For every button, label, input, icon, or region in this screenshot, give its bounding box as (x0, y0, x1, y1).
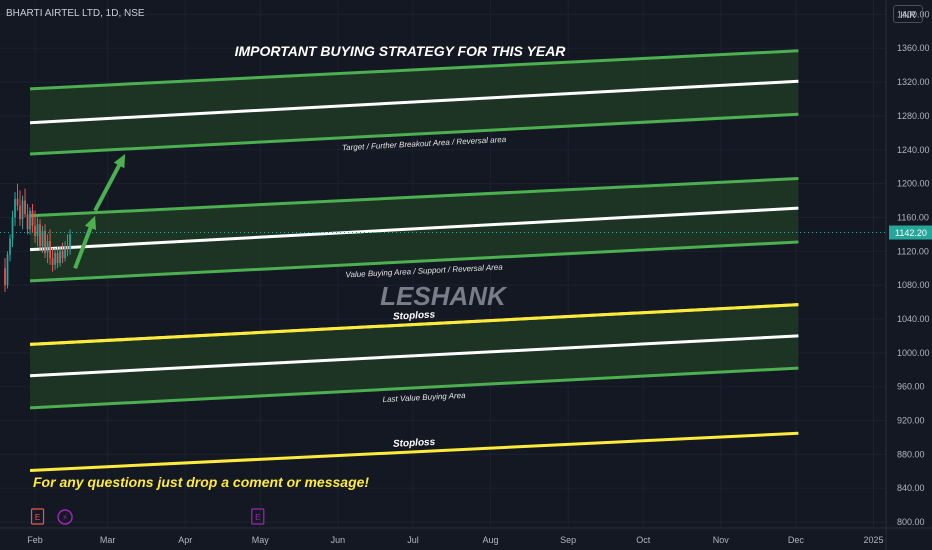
candle-body (36, 224, 39, 237)
candle-body (9, 238, 11, 255)
earnings-icon-label: E (35, 513, 40, 522)
x-tick-label: Dec (788, 535, 805, 545)
y-tick-label: 960.00 (897, 382, 925, 392)
earnings-icon (30, 508, 45, 525)
annotations: Target / Further Breakout Area / Reversa… (30, 43, 567, 525)
y-tick-label: 800.00 (897, 517, 925, 527)
y-tick-label: 840.00 (897, 483, 925, 493)
arrow-head (84, 215, 97, 231)
candle-body (39, 224, 41, 247)
band-mid-line (29, 206, 799, 252)
candlesticks (4, 183, 71, 292)
candle-body (69, 234, 71, 250)
candle-body (51, 258, 54, 265)
x-tick-label: Apr (178, 535, 192, 545)
current-price-label: 1142.20 (895, 228, 927, 238)
watermark: LESHANK (380, 281, 508, 311)
y-tick-label: 1240.00 (897, 145, 930, 155)
candle-body (29, 210, 31, 230)
candle-body (16, 198, 19, 206)
footer-note: For any questions just drop a coment or … (33, 474, 369, 490)
candle-body (61, 251, 64, 259)
candle-body (26, 214, 29, 230)
y-tick-label: 920.00 (897, 416, 925, 426)
arrow-head (113, 154, 126, 169)
symbol-title[interactable]: BHARTI AIRTEL LTD, 1D, NSE (6, 8, 145, 19)
x-tick-label: Feb (27, 535, 43, 545)
candle-body (14, 198, 16, 218)
dividend-icon (57, 509, 73, 525)
candle-body (49, 241, 51, 259)
candle-body (59, 251, 61, 264)
candle-body (19, 205, 21, 220)
y-tick-label: 1120.00 (897, 246, 929, 256)
y-tick-label: 1200.00 (897, 179, 930, 189)
current-price-tag (889, 225, 932, 240)
arrow-shaft (93, 158, 125, 212)
x-tick-label: Sep (560, 535, 576, 545)
y-tick-label: 1320.00 (897, 77, 930, 87)
band-mid-line (29, 79, 799, 125)
candle-body (11, 217, 14, 239)
candle-body (31, 210, 34, 226)
stoploss-label: Stoploss (393, 437, 436, 450)
stoploss-line (29, 303, 799, 346)
x-tick-label: Nov (713, 535, 730, 545)
dividend-icon-glyph: ⚡ (62, 514, 68, 524)
zone-bands (29, 49, 799, 472)
candle-body (34, 225, 36, 237)
x-tick-label: Aug (483, 535, 499, 545)
x-tick-label: Jul (407, 535, 419, 545)
candle-body (24, 200, 26, 215)
candle-body (46, 241, 49, 253)
candle-body (21, 200, 24, 220)
y-tick-label: 1280.00 (897, 111, 930, 121)
band-top-line (29, 177, 799, 218)
x-tick-label: Oct (636, 535, 651, 545)
y-tick-label: 1080.00 (897, 280, 930, 290)
candle-body (44, 231, 46, 253)
candle-body (66, 246, 69, 250)
x-tick-label: Jun (331, 535, 346, 545)
stoploss-label: Stoploss (393, 309, 436, 322)
candle-body (41, 231, 44, 247)
band-top-line (29, 49, 799, 91)
y-tick-label: 1360.00 (897, 43, 930, 53)
candle-body (6, 254, 9, 286)
band-bottom-line (29, 112, 799, 156)
candle-body (64, 246, 66, 259)
band-bottom-line (29, 240, 799, 283)
trend-arrows (73, 154, 126, 269)
candle-body (56, 253, 59, 264)
currency-button[interactable]: INR (893, 5, 923, 23)
x-tick-label: Mar (100, 535, 116, 545)
x-tick-label: May (252, 535, 270, 545)
band-label: Last Value Buying Area (382, 391, 466, 404)
earnings-icon-label: E (255, 513, 260, 522)
y-tick-label: 880.00 (897, 449, 925, 459)
candle-body (54, 253, 56, 265)
band-bottom-line (29, 366, 799, 410)
y-tick-label: 1040.00 (897, 314, 930, 324)
y-tick-label: 1400.00 (897, 9, 930, 19)
earnings-icon (251, 508, 265, 525)
candle-body (4, 268, 6, 286)
y-tick-label: 1000.00 (897, 348, 930, 358)
x-tick-label: 2025 (863, 535, 883, 545)
stoploss-line (29, 431, 799, 472)
band-mid-line (29, 334, 799, 378)
arrow-shaft (73, 220, 95, 269)
y-tick-label: 1160.00 (897, 212, 929, 222)
chart-title: IMPORTANT BUYING STRATEGY FOR THIS YEAR (235, 43, 567, 59)
